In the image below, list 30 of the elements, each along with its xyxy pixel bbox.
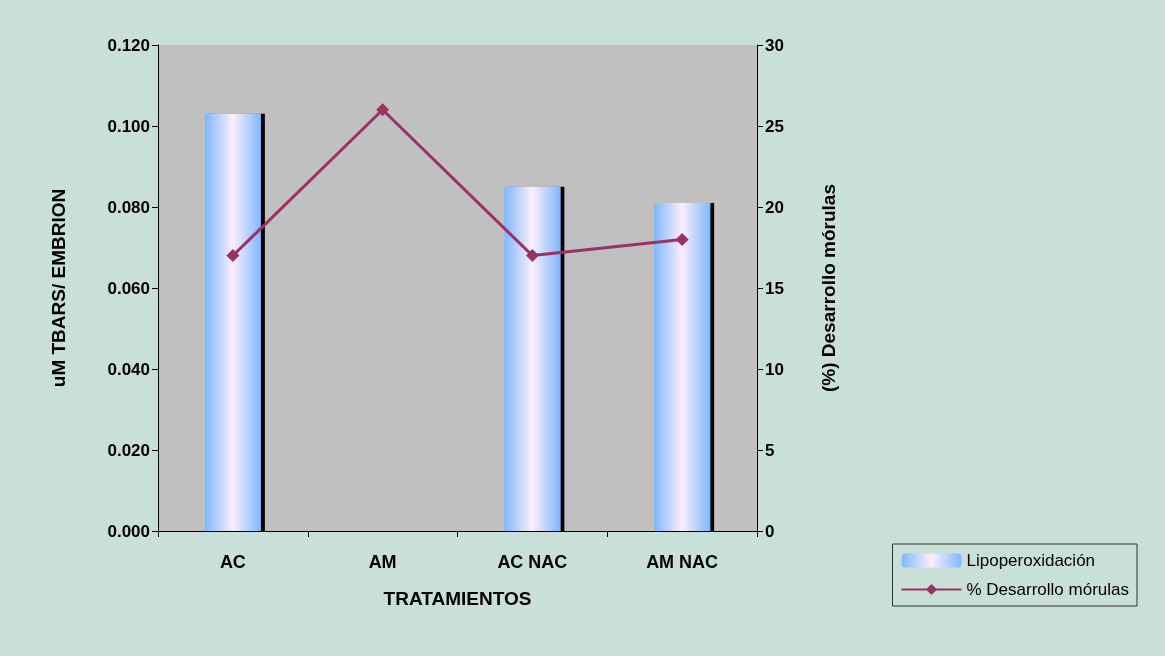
point bbox=[226, 249, 240, 263]
bar bbox=[504, 186, 561, 531]
y2-tick-label: 10 bbox=[765, 359, 784, 379]
bar bbox=[204, 113, 261, 531]
legend-label: Lipoperoxidación bbox=[966, 551, 1096, 570]
point bbox=[675, 232, 689, 246]
y-tick-label: 0.060 bbox=[107, 278, 150, 298]
y2-tick-label: 0 bbox=[765, 521, 775, 541]
y-tick-label: 0.020 bbox=[107, 440, 150, 460]
x-axis-title: TRATAMIENTOS bbox=[383, 588, 532, 609]
x-tick-label: AC bbox=[219, 552, 246, 572]
y-tick-label: 0.120 bbox=[107, 35, 150, 55]
y-tick-label: 0.040 bbox=[107, 359, 150, 379]
y2-tick-label: 25 bbox=[765, 116, 784, 136]
bar bbox=[654, 202, 711, 531]
y-tick-label: 0.100 bbox=[107, 116, 150, 136]
y-tick-label: 0.000 bbox=[107, 521, 150, 541]
y2-tick-label: 15 bbox=[765, 278, 784, 298]
point bbox=[376, 103, 390, 117]
legend-label: % Desarrollo mórulas bbox=[966, 580, 1129, 599]
y2-tick-label: 20 bbox=[765, 197, 784, 217]
point bbox=[525, 249, 539, 263]
x-tick-label: AM NAC bbox=[646, 552, 719, 572]
y2-axis-title: (%) Desarrollo mórulas bbox=[818, 184, 839, 392]
x-tick-label: AC NAC bbox=[497, 552, 568, 572]
x-tick-label: AM bbox=[368, 552, 397, 572]
y-axis-title: uM TBARS/ EMBRION bbox=[48, 188, 69, 388]
y2-tick-label: 30 bbox=[765, 35, 784, 55]
y-tick-label: 0.080 bbox=[107, 197, 150, 217]
y2-tick-label: 5 bbox=[765, 440, 775, 460]
